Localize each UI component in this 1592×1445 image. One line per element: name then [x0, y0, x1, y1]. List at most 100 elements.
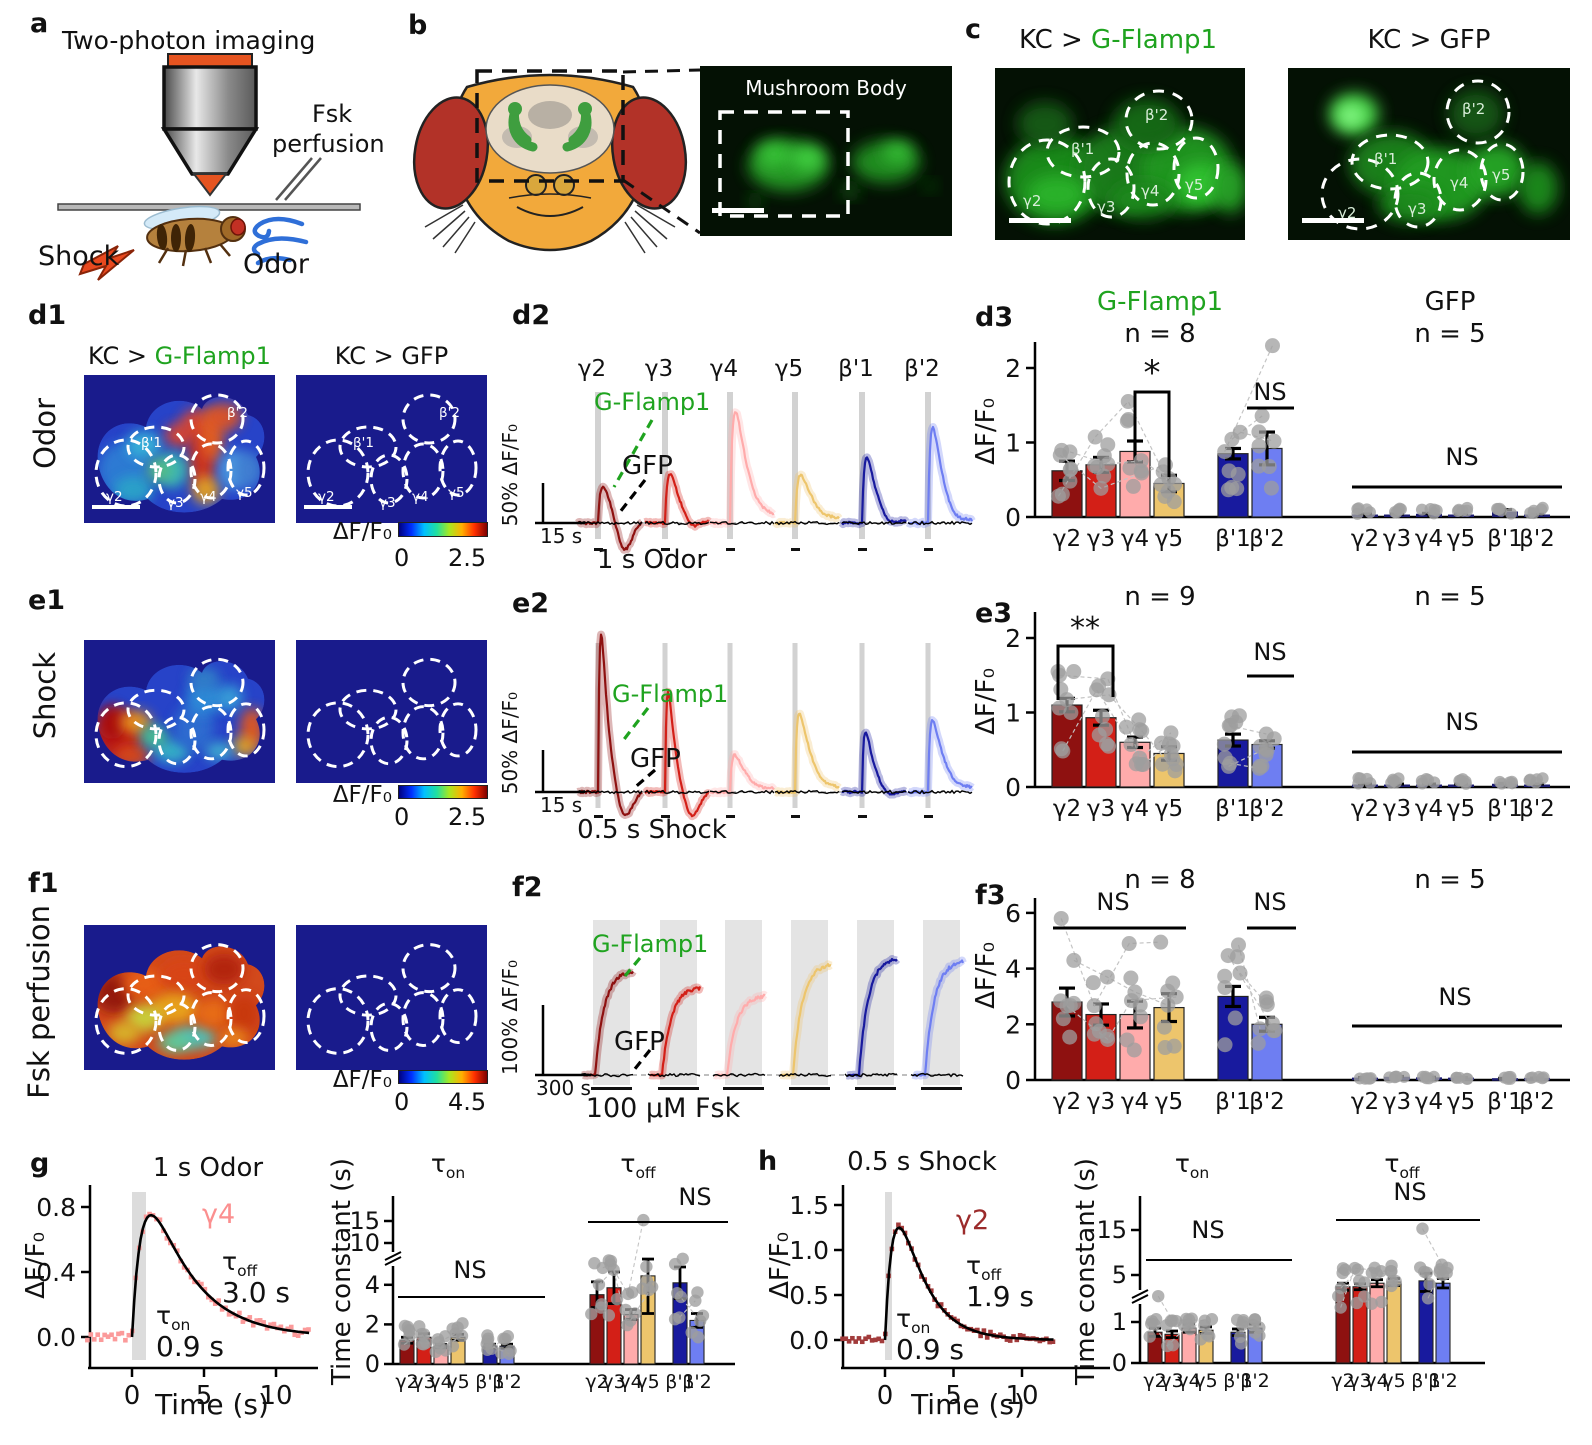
svg-text:γ2: γ2 [1143, 1370, 1166, 1392]
svg-text:β'2: β'2 [1428, 1370, 1457, 1392]
f3-ylabel: ΔF/F₀ [971, 942, 1001, 1009]
svg-text:5: 5 [196, 1381, 213, 1411]
svg-text:γ2: γ2 [1053, 1089, 1081, 1115]
svg-text:β'2: β'2 [1249, 796, 1285, 822]
svg-text:*: * [1144, 353, 1161, 393]
svg-text:NS: NS [1191, 1216, 1224, 1244]
g-tau-off-label: τoff [222, 1247, 258, 1280]
svg-text:β'1: β'1 [141, 435, 162, 451]
svg-text:γ3: γ3 [1087, 796, 1115, 822]
svg-text:γ2: γ2 [585, 1371, 608, 1393]
heatmap-image-odor: β'1 β'2 γ2 γ3 γ4 γ5 [84, 375, 275, 523]
d1-colorbar [398, 522, 488, 537]
panel-letter-c: c [965, 14, 982, 45]
panel-letter-e2: e2 [512, 588, 550, 619]
svg-text:γ2: γ2 [1331, 1370, 1354, 1392]
svg-text:γ3: γ3 [1087, 1089, 1115, 1115]
d1-colorbar-max: 2.5 [448, 544, 487, 572]
svg-text:β'1: β'1 [838, 356, 874, 382]
e1-colorbar-min: 0 [394, 803, 410, 831]
svg-text:0: 0 [1005, 1066, 1021, 1095]
svg-text:0.4: 0.4 [36, 1258, 76, 1287]
svg-text:β'2: β'2 [1249, 526, 1285, 552]
svg-text:15: 15 [349, 1207, 380, 1235]
c-gfp-image: β'1 β'2 γ2 γ3 γ4 γ5 [1288, 68, 1570, 240]
svg-text:γ5: γ5 [636, 1371, 659, 1393]
svg-text:γ2: γ2 [1053, 796, 1081, 822]
svg-text:4: 4 [365, 1271, 380, 1299]
perfusion-label: perfusion [272, 130, 385, 158]
svg-text:0: 0 [1112, 1349, 1127, 1377]
svg-text:γ4: γ4 [1177, 1370, 1200, 1392]
g-tau-on-value: 0.9 s [156, 1330, 225, 1363]
panel-letter-a: a [30, 8, 49, 39]
svg-text:2: 2 [1005, 354, 1021, 383]
svg-text:2: 2 [365, 1310, 380, 1338]
svg-text:γ5: γ5 [1492, 166, 1510, 184]
fly-head-illustration [412, 69, 688, 254]
svg-text:γ3: γ3 [167, 495, 184, 511]
row-label-fsk: Fsk perfusion [22, 905, 56, 1099]
c-gflamp1-image: β'1 β'2 γ2 γ3 γ4 γ5 [995, 68, 1245, 240]
d2-xscale-label: 15 s [540, 524, 583, 548]
svg-text:β'1: β'1 [1215, 796, 1251, 822]
e2-gfp-legend: GFP [630, 744, 681, 774]
e3-n-left: n = 9 [1124, 582, 1196, 612]
heatmap-image-fsk [84, 925, 275, 1070]
d2-yscale-label: 50% ΔF/F₀ [498, 424, 522, 527]
objective-taper [160, 127, 260, 176]
svg-text:γ3: γ3 [1160, 1370, 1183, 1392]
svg-text:β'1: β'1 [1411, 1370, 1440, 1392]
svg-text:β'1: β'1 [1215, 1089, 1251, 1115]
shock-arrow-icon [78, 245, 135, 281]
svg-text:β'1: β'1 [353, 435, 374, 451]
svg-text:γ5: γ5 [1447, 526, 1475, 552]
svg-text:γ5: γ5 [236, 485, 253, 501]
svg-text:β'1: β'1 [1374, 150, 1397, 168]
svg-text:γ5: γ5 [446, 1371, 469, 1393]
mushroom-body-fluorescence-image [700, 66, 952, 236]
svg-text:β'1: β'1 [1487, 796, 1523, 822]
d2-stim-label: 1 s Odor [596, 545, 708, 575]
d3-n-right: n = 5 [1414, 319, 1486, 349]
svg-text:γ4: γ4 [1121, 526, 1149, 552]
svg-text:γ2: γ2 [1053, 526, 1081, 552]
f2-yscale-label: 100% ΔF/F₀ [498, 960, 522, 1075]
g-compartment-label: γ4 [202, 1199, 236, 1230]
fly-eye-left [412, 96, 490, 210]
svg-text:**: ** [1070, 611, 1100, 646]
svg-text:γ3: γ3 [1348, 1370, 1371, 1392]
svg-text:β'2: β'2 [682, 1371, 711, 1393]
svg-text:0: 0 [1005, 773, 1021, 802]
brain-zoom-box [475, 69, 625, 183]
svg-text:NS: NS [1253, 378, 1286, 406]
svg-text:γ3: γ3 [645, 356, 673, 382]
svg-text:1: 1 [1005, 429, 1021, 458]
gflamp1-green-label: G-Flamp1 [1091, 25, 1218, 55]
heatmap-image-gfp: β'1 β'2 γ2 γ3 γ4 γ5 [296, 375, 487, 523]
fly-eye-right [610, 96, 688, 210]
svg-text:γ5: γ5 [1185, 176, 1203, 194]
svg-text:γ3: γ3 [1087, 526, 1115, 552]
svg-text:5: 5 [1112, 1261, 1127, 1289]
f2-gflamp-legend: G-Flamp1 [592, 930, 709, 958]
g-tau-off-group-label: τoff [620, 1149, 656, 1182]
svg-text:γ4: γ4 [1415, 1089, 1443, 1115]
svg-text:0.0: 0.0 [36, 1323, 76, 1352]
svg-text:γ4: γ4 [1121, 1089, 1149, 1115]
svg-text:β'1: β'1 [665, 1371, 694, 1393]
svg-text:NS: NS [1393, 1178, 1426, 1206]
heatmap-image-gfp [296, 925, 487, 1070]
d3-gfp-title: GFP [1424, 287, 1476, 317]
svg-text:γ4: γ4 [1415, 796, 1443, 822]
g-tau-off-value: 3.0 s [222, 1276, 291, 1309]
h-tau-off-value: 1.9 s [966, 1280, 1035, 1313]
d1-left-title: KC > G-Flamp1 [88, 342, 271, 370]
g-ylabel: ΔF/F₀ [21, 1232, 51, 1299]
panel-letter-f2: f2 [512, 872, 543, 903]
svg-text:0.8: 0.8 [36, 1193, 76, 1222]
h-xlabel: Time (s) [911, 1388, 1025, 1421]
d1-right-title: KC > GFP [334, 342, 449, 370]
svg-text:γ2: γ2 [1351, 796, 1379, 822]
